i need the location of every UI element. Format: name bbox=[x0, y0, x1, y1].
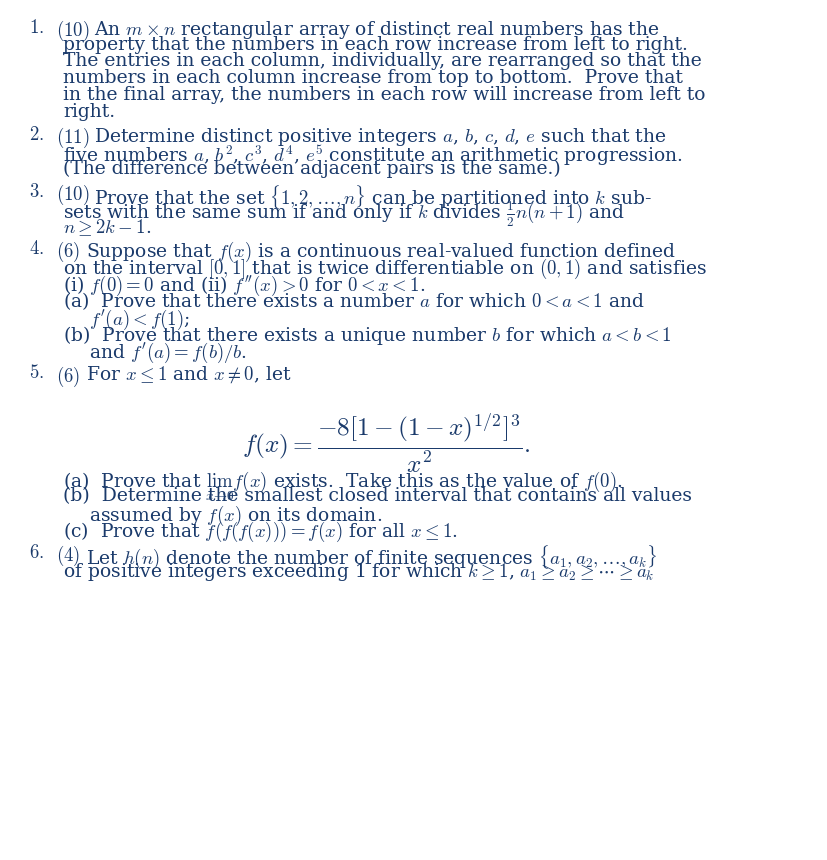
Text: Determine distinct positive integers $a$, $b$, $c$, $d$, $e$ such that the: Determine distinct positive integers $a$… bbox=[93, 126, 666, 148]
Text: $(11)$: $(11)$ bbox=[56, 126, 90, 150]
Text: in the final array, the numbers in each row will increase from left to: in the final array, the numbers in each … bbox=[64, 86, 705, 104]
Text: The entries in each column, individually, are rearranged so that the: The entries in each column, individually… bbox=[64, 52, 701, 71]
Text: on the interval $[0,1]$ that is twice differentiable on $(0,1)$ and satisfies: on the interval $[0,1]$ that is twice di… bbox=[64, 257, 706, 281]
Text: Let $h(n)$ denote the number of finite sequences $\{a_1, a_2, \ldots, a_k\}$: Let $h(n)$ denote the number of finite s… bbox=[86, 544, 657, 571]
Text: five numbers $a$, $b^2$, $c^3$, $d^4$, $e^5$ constitute an arithmetic progressio: five numbers $a$, $b^2$, $c^3$, $d^4$, $… bbox=[64, 143, 682, 168]
Text: (b)  Prove that there exists a unique number $b$ for which $a < b < 1$: (b) Prove that there exists a unique num… bbox=[64, 324, 672, 347]
Text: right.: right. bbox=[64, 102, 116, 120]
Text: $\mathbf{4.}$: $\mathbf{4.}$ bbox=[29, 240, 45, 258]
Text: sets with the same sum if and only if $k$ divides $\frac{1}{2}n(n+1)$ and: sets with the same sum if and only if $k… bbox=[64, 200, 625, 230]
Text: An $m \times n$ rectangular array of distinct real numbers has the: An $m \times n$ rectangular array of dis… bbox=[93, 19, 658, 41]
Text: $\mathbf{1.}$: $\mathbf{1.}$ bbox=[29, 19, 45, 37]
Text: (c)  Prove that $f(f(f(x))) = f(x)$ for all $x \leq 1$.: (c) Prove that $f(f(f(x))) = f(x)$ for a… bbox=[64, 520, 458, 544]
Text: $\mathbf{6.}$: $\mathbf{6.}$ bbox=[29, 544, 45, 562]
Text: assumed by $f(x)$ on its domain.: assumed by $f(x)$ on its domain. bbox=[88, 504, 381, 528]
Text: (i) $f(0)=0$ and (ii) $f^{\prime\prime}(x)>0$ for $0<x<1$.: (i) $f(0)=0$ and (ii) $f^{\prime\prime}(… bbox=[64, 273, 425, 298]
Text: (a)  Prove that there exists a number $a$ for which $0 < a < 1$ and: (a) Prove that there exists a number $a$… bbox=[64, 291, 644, 312]
Text: Suppose that $f(x)$ is a continuous real-valued function defined: Suppose that $f(x)$ is a continuous real… bbox=[86, 240, 676, 264]
Text: (The difference between adjacent pairs is the same.): (The difference between adjacent pairs i… bbox=[64, 160, 561, 178]
Text: (b)  Determine the smallest closed interval that contains all values: (b) Determine the smallest closed interv… bbox=[64, 487, 691, 505]
Text: and $f'(a) = f(b)/b$.: and $f'(a) = f(b)/b$. bbox=[88, 341, 246, 365]
Text: (a)  Prove that $\lim_{x \to 0} f(x)$ exists.  Take this as the value of $f(0)$.: (a) Prove that $\lim_{x \to 0} f(x)$ exi… bbox=[64, 470, 622, 503]
Text: numbers in each column increase from top to bottom.  Prove that: numbers in each column increase from top… bbox=[64, 69, 682, 87]
Text: $(6)$: $(6)$ bbox=[56, 240, 80, 264]
Text: $(4)$: $(4)$ bbox=[56, 544, 80, 568]
Text: $(6)$: $(6)$ bbox=[56, 365, 80, 389]
Text: $(10)$: $(10)$ bbox=[56, 183, 90, 207]
Text: $f(x) = \dfrac{-8[1-(1-x)^{1/2}]^3}{x^2}.$: $f(x) = \dfrac{-8[1-(1-x)^{1/2}]^3}{x^2}… bbox=[242, 411, 530, 475]
Text: property that the numbers in each row increase from left to right.: property that the numbers in each row in… bbox=[64, 35, 687, 53]
Text: For $x \leq 1$ and $x \neq 0$, let: For $x \leq 1$ and $x \neq 0$, let bbox=[86, 365, 291, 385]
Text: $\mathbf{2.}$: $\mathbf{2.}$ bbox=[29, 126, 45, 144]
Text: $\mathbf{5.}$: $\mathbf{5.}$ bbox=[29, 365, 45, 383]
Text: $\mathbf{3.}$: $\mathbf{3.}$ bbox=[29, 183, 45, 201]
Text: $f'(a) < f(1)$;: $f'(a) < f(1)$; bbox=[88, 307, 189, 331]
Text: Prove that the set $\{1, 2, \ldots, n\}$ can be partitioned into $k$ sub-: Prove that the set $\{1, 2, \ldots, n\}$… bbox=[93, 183, 651, 212]
Text: $n \geq 2k - 1$.: $n \geq 2k - 1$. bbox=[64, 217, 151, 237]
Text: of positive integers exceeding 1 for which $k \geq 1$, $a_1 \geq a_2 \geq \cdots: of positive integers exceeding 1 for whi… bbox=[64, 561, 654, 582]
Text: $(10)$: $(10)$ bbox=[56, 19, 90, 43]
